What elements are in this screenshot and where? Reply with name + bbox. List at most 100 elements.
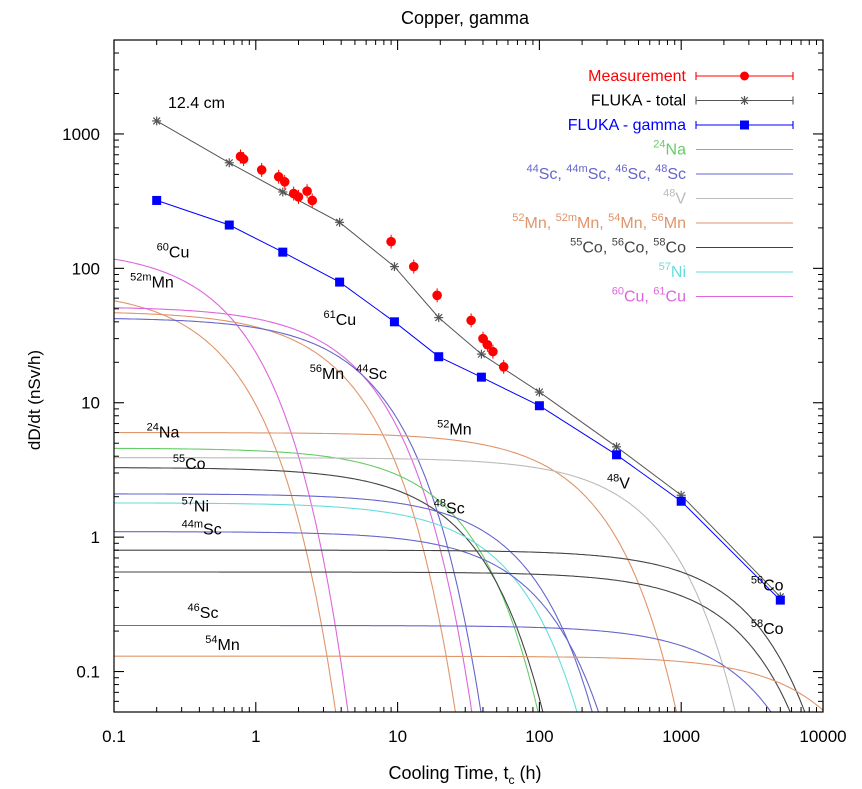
- legend-label-sup: 58: [653, 237, 665, 249]
- fluka-total-point-0-d2: [152, 117, 161, 125]
- nuclide-label-mass: 60: [157, 242, 169, 254]
- fluka-total-point-4-d2: [390, 262, 399, 271]
- fluka-gamma-point-4: [389, 317, 399, 327]
- legend-label-text: Sc,: [588, 166, 616, 183]
- measurement-point-7: [302, 186, 312, 196]
- curve-56Co: [114, 549, 806, 712]
- legend-label-Cu: 60Cu, 61Cu: [612, 286, 686, 306]
- y-tick-label: 1: [91, 528, 100, 547]
- legend-label-text: Co: [666, 240, 687, 257]
- fluka-total-point-4: [389, 262, 399, 272]
- legend-marker-gamma: [740, 120, 749, 130]
- legend-entry-total: FLUKA - total: [591, 93, 794, 110]
- legend-label-sup: 48: [663, 188, 675, 200]
- legend-label-sup: 56: [652, 212, 664, 224]
- nuclide-label-61Cu: 61Cu: [323, 309, 356, 329]
- legend-label-text: Cu,: [624, 289, 653, 306]
- legend-entry-Na: 24Na: [653, 139, 793, 159]
- nuclide-label-element: Cu: [169, 245, 189, 262]
- legend-label-sup: 56: [612, 237, 624, 249]
- measurement-point-2: [256, 165, 267, 175]
- legend-entry-Sc: 44Sc, 44mSc, 46Sc, 48Sc: [526, 163, 793, 183]
- nuclide-label-mass: 56: [751, 575, 763, 587]
- nuclide-label-mass: 52: [437, 419, 449, 431]
- nuclide-label-mass: 48: [434, 497, 446, 509]
- curve-44Sc: [114, 318, 482, 712]
- legend-label-total: FLUKA - total: [591, 93, 686, 110]
- fluka-total-point-6-d2: [477, 350, 486, 358]
- legend-label-text: Mn,: [620, 215, 651, 232]
- nuclide-label-element: Ni: [194, 499, 209, 516]
- legend-entry-Cu: 60Cu, 61Cu: [612, 286, 793, 306]
- fluka-total-point-2: [278, 187, 288, 197]
- measurement-point-11: [432, 290, 442, 301]
- nuclide-label-mass: 52m: [130, 272, 151, 284]
- nuclide-label-element: Mn: [322, 366, 344, 383]
- legend-label-text: Mn,: [577, 215, 608, 232]
- x-axis-label-subscript: c: [509, 773, 515, 787]
- nuclide-label-46Sc: 46Sc: [188, 602, 219, 622]
- x-tick-label: 10000: [799, 727, 846, 746]
- nuclide-label-mass: 54: [205, 634, 217, 646]
- nuclide-label-element: V: [619, 476, 630, 493]
- legend-entry-Mn: 52Mn, 52mMn, 54Mn, 56Mn: [512, 212, 793, 232]
- nuclide-label-mass: 48: [607, 473, 619, 485]
- measurement-point-10: [408, 261, 419, 272]
- fluka-gamma-point-7: [534, 401, 544, 411]
- fluka-gamma-point-8: [612, 450, 622, 460]
- nuclide-label-element: Mn: [449, 422, 471, 439]
- chart-subtitle: 12.4 cm: [168, 95, 225, 112]
- y-axis-label: dD/dt (nSv/h): [25, 350, 44, 450]
- legend-label-text: Sc,: [539, 166, 567, 183]
- measurement-point-15: [488, 346, 498, 357]
- measurement-point-9: [386, 236, 396, 247]
- plot-frame: [113, 39, 824, 713]
- nuclide-label-55Co: 55Co: [173, 453, 206, 473]
- data-markers: [152, 116, 785, 605]
- x-tick-label: 100: [525, 727, 553, 746]
- nuclide-label-element: Mn: [217, 637, 239, 654]
- fluka-total-point-3: [335, 217, 345, 227]
- fluka-gamma-point-1: [224, 220, 234, 230]
- legend-label-sup: 55: [570, 237, 582, 249]
- legend-marker-measurement: [740, 71, 749, 81]
- legend-label-text: Cu: [666, 289, 686, 306]
- nuclide-label-mass: 46: [188, 602, 200, 614]
- curve-48Sc: [114, 493, 593, 712]
- legend-label-sup: 24: [653, 139, 665, 151]
- fluka-total-point-5-d2: [434, 313, 443, 322]
- legend-label-text: Co,: [582, 240, 611, 257]
- fluka-total-point-7: [534, 387, 544, 397]
- y-tick-label: 1000: [62, 125, 100, 144]
- y-tick-label: 10: [81, 394, 100, 413]
- measurement-point-1: [238, 154, 249, 164]
- measurement-point-8: [307, 195, 318, 206]
- nuclide-label-52mMn: 52mMn: [130, 272, 174, 292]
- nuclide-label-element: Mn: [152, 275, 174, 292]
- curve-58Co: [114, 571, 791, 712]
- nuclide-label-mass: 57: [182, 496, 194, 508]
- fluka-total-point-2-d2: [278, 188, 287, 196]
- legend-label-text: Measurement: [588, 68, 686, 85]
- curve-57Ni: [114, 502, 578, 712]
- fluka-gamma-point-10: [775, 595, 785, 605]
- fluka-gamma-point-5: [434, 352, 444, 362]
- legend-marker-total: [740, 96, 749, 105]
- curve-48V: [114, 457, 736, 712]
- legend-label-text: Co,: [624, 240, 653, 257]
- nuclide-curves: [114, 258, 823, 712]
- nuclide-label-element: Sc: [368, 366, 387, 383]
- curve-52mMn: [114, 300, 337, 712]
- curve-61Cu: [114, 307, 473, 712]
- x-tick-label: 1: [251, 727, 260, 746]
- nuclide-label-60Cu: 60Cu: [157, 242, 190, 262]
- nuclide-label-44Sc: 44Sc: [356, 363, 387, 383]
- curve-54Mn: [114, 655, 823, 711]
- legend-label-text: Sc: [667, 166, 686, 183]
- nuclide-label-element: Co: [763, 621, 784, 638]
- legend-label-Na: 24Na: [653, 139, 686, 159]
- nuclide-label-element: Na: [159, 425, 180, 442]
- nuclide-label-mass: 58: [751, 618, 763, 630]
- fluka-gamma-point-0: [152, 195, 162, 205]
